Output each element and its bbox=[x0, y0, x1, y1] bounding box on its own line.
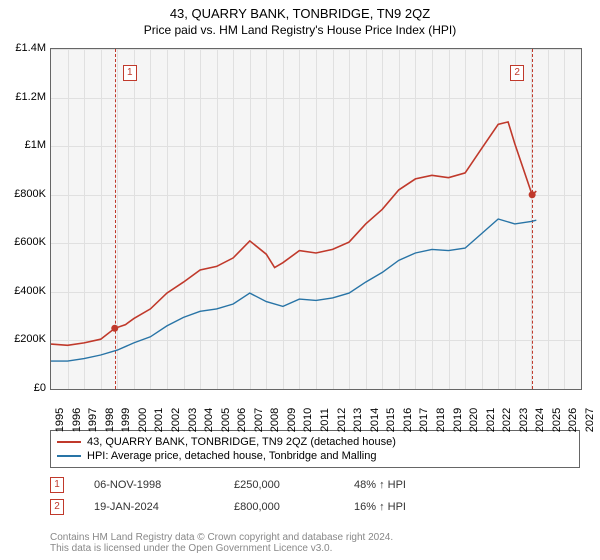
x-axis-tick: 2011 bbox=[319, 408, 331, 432]
legend-swatch bbox=[57, 455, 81, 457]
series-hpi bbox=[51, 219, 536, 361]
x-axis-tick: 2008 bbox=[269, 408, 281, 432]
legend-item: 43, QUARRY BANK, TONBRIDGE, TN9 2QZ (det… bbox=[57, 435, 573, 449]
x-axis-tick: 2001 bbox=[153, 408, 165, 432]
y-axis-tick: £200K bbox=[0, 333, 46, 345]
x-axis-tick: 2019 bbox=[452, 408, 464, 432]
x-axis-tick: 2020 bbox=[468, 408, 480, 432]
x-axis-tick: 2012 bbox=[336, 408, 348, 432]
footer-attribution: Contains HM Land Registry data © Crown c… bbox=[50, 532, 580, 554]
sales-table: 1 06-NOV-1998 £250,000 48% ↑ HPI 2 19-JAN-202… bbox=[50, 474, 580, 518]
sale-date: 19-JAN-2024 bbox=[94, 501, 204, 513]
sale-vs-hpi: 16% ↑ HPI bbox=[354, 501, 406, 513]
legend-item: HPI: Average price, detached house, Tonb… bbox=[57, 449, 573, 463]
x-axis-tick: 2024 bbox=[534, 408, 546, 432]
footer-line-2: This data is licensed under the Open Gov… bbox=[50, 543, 580, 554]
sale-row: 1 06-NOV-1998 £250,000 48% ↑ HPI bbox=[50, 474, 580, 496]
x-axis-tick: 2010 bbox=[302, 408, 314, 432]
x-axis-tick: 2021 bbox=[485, 408, 497, 432]
x-axis-tick: 2015 bbox=[385, 408, 397, 432]
x-axis-tick: 2022 bbox=[501, 408, 513, 432]
sale-marker-icon: 2 bbox=[50, 499, 64, 515]
x-axis-tick: 2027 bbox=[584, 408, 596, 432]
footer-line-1: Contains HM Land Registry data © Crown c… bbox=[50, 532, 580, 543]
sale-price: £800,000 bbox=[234, 501, 324, 513]
x-axis-tick: 2018 bbox=[435, 408, 447, 432]
legend-box: 43, QUARRY BANK, TONBRIDGE, TN9 2QZ (det… bbox=[50, 430, 580, 468]
sale-date: 06-NOV-1998 bbox=[94, 479, 204, 491]
x-axis-tick: 2026 bbox=[567, 408, 579, 432]
x-axis-tick: 2025 bbox=[551, 408, 563, 432]
x-axis-tick: 1996 bbox=[71, 408, 83, 432]
sale-point-2 bbox=[529, 191, 536, 198]
x-axis-tick: 2013 bbox=[352, 408, 364, 432]
sale-price: £250,000 bbox=[234, 479, 324, 491]
y-axis-tick: £0 bbox=[0, 382, 46, 394]
x-axis-tick: 2005 bbox=[220, 408, 232, 432]
x-axis-tick: 1997 bbox=[87, 408, 99, 432]
x-axis-tick: 2023 bbox=[518, 408, 530, 432]
legend-label: 43, QUARRY BANK, TONBRIDGE, TN9 2QZ (det… bbox=[87, 436, 396, 448]
y-axis-tick: £1.2M bbox=[0, 91, 46, 103]
x-axis-tick: 2002 bbox=[170, 408, 182, 432]
x-axis-tick: 1998 bbox=[104, 408, 116, 432]
sale-marker-icon: 1 bbox=[50, 477, 64, 493]
sale-row: 2 19-JAN-2024 £800,000 16% ↑ HPI bbox=[50, 496, 580, 518]
legend-swatch bbox=[57, 441, 81, 443]
x-axis-tick: 1999 bbox=[120, 408, 132, 432]
y-axis-tick: £800K bbox=[0, 188, 46, 200]
legend-label: HPI: Average price, detached house, Tonb… bbox=[87, 450, 376, 462]
x-axis-tick: 2003 bbox=[187, 408, 199, 432]
x-axis-tick: 2000 bbox=[137, 408, 149, 432]
chart-subtitle: Price paid vs. HM Land Registry's House … bbox=[0, 21, 600, 41]
x-axis-tick: 2006 bbox=[236, 408, 248, 432]
x-axis-tick: 2014 bbox=[369, 408, 381, 432]
y-axis-tick: £1M bbox=[0, 139, 46, 151]
y-axis-tick: £600K bbox=[0, 236, 46, 248]
sale-point-1 bbox=[111, 325, 118, 332]
x-axis-tick: 2004 bbox=[203, 408, 215, 432]
chart-title: 43, QUARRY BANK, TONBRIDGE, TN9 2QZ bbox=[0, 0, 600, 21]
x-axis-tick: 2016 bbox=[402, 408, 414, 432]
x-axis-tick: 2009 bbox=[286, 408, 298, 432]
y-axis-tick: £1.4M bbox=[0, 42, 46, 54]
chart-plot-area: 12 bbox=[50, 48, 582, 390]
y-axis-tick: £400K bbox=[0, 285, 46, 297]
x-axis-tick: 1995 bbox=[54, 408, 66, 432]
series-price_paid bbox=[51, 122, 536, 345]
sale-vs-hpi: 48% ↑ HPI bbox=[354, 479, 406, 491]
x-axis-tick: 2007 bbox=[253, 408, 265, 432]
x-axis-tick: 2017 bbox=[418, 408, 430, 432]
